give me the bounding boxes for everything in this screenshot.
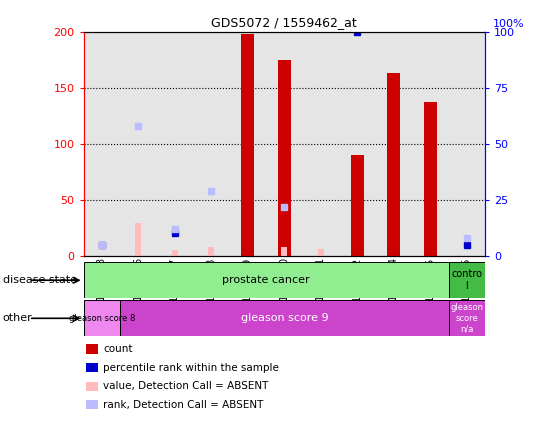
Bar: [448, 300, 485, 336]
Bar: [339, 32, 376, 256]
Bar: [281, 247, 287, 256]
Bar: [84, 300, 120, 336]
Bar: [84, 32, 120, 256]
Bar: [172, 250, 178, 256]
Text: value, Detection Call = ABSENT: value, Detection Call = ABSENT: [103, 381, 269, 391]
Bar: [302, 32, 339, 256]
Bar: [266, 32, 302, 256]
Text: gleason
score
n/a: gleason score n/a: [451, 303, 483, 333]
Text: count: count: [103, 344, 133, 354]
Bar: [351, 155, 364, 256]
Bar: [448, 32, 485, 256]
Bar: [156, 32, 193, 256]
Text: rank, Detection Call = ABSENT: rank, Detection Call = ABSENT: [103, 400, 264, 410]
Bar: [135, 223, 141, 256]
Text: percentile rank within the sample: percentile rank within the sample: [103, 363, 279, 373]
Bar: [424, 102, 437, 256]
Bar: [278, 60, 291, 256]
Bar: [230, 32, 266, 256]
Bar: [120, 32, 156, 256]
Text: prostate cancer: prostate cancer: [222, 275, 310, 285]
Bar: [193, 32, 230, 256]
Text: disease state: disease state: [3, 275, 77, 285]
Bar: [241, 34, 254, 256]
Bar: [388, 73, 400, 256]
Bar: [318, 249, 324, 256]
Text: contro
l: contro l: [451, 269, 482, 291]
Bar: [448, 262, 485, 298]
Bar: [376, 32, 412, 256]
Text: 100%: 100%: [493, 19, 525, 30]
Bar: [120, 300, 448, 336]
Bar: [209, 247, 214, 256]
Bar: [412, 32, 448, 256]
Text: gleason score 9: gleason score 9: [240, 313, 328, 323]
Text: gleason score 8: gleason score 8: [68, 314, 135, 323]
Text: other: other: [3, 313, 32, 323]
Title: GDS5072 / 1559462_at: GDS5072 / 1559462_at: [211, 16, 357, 29]
